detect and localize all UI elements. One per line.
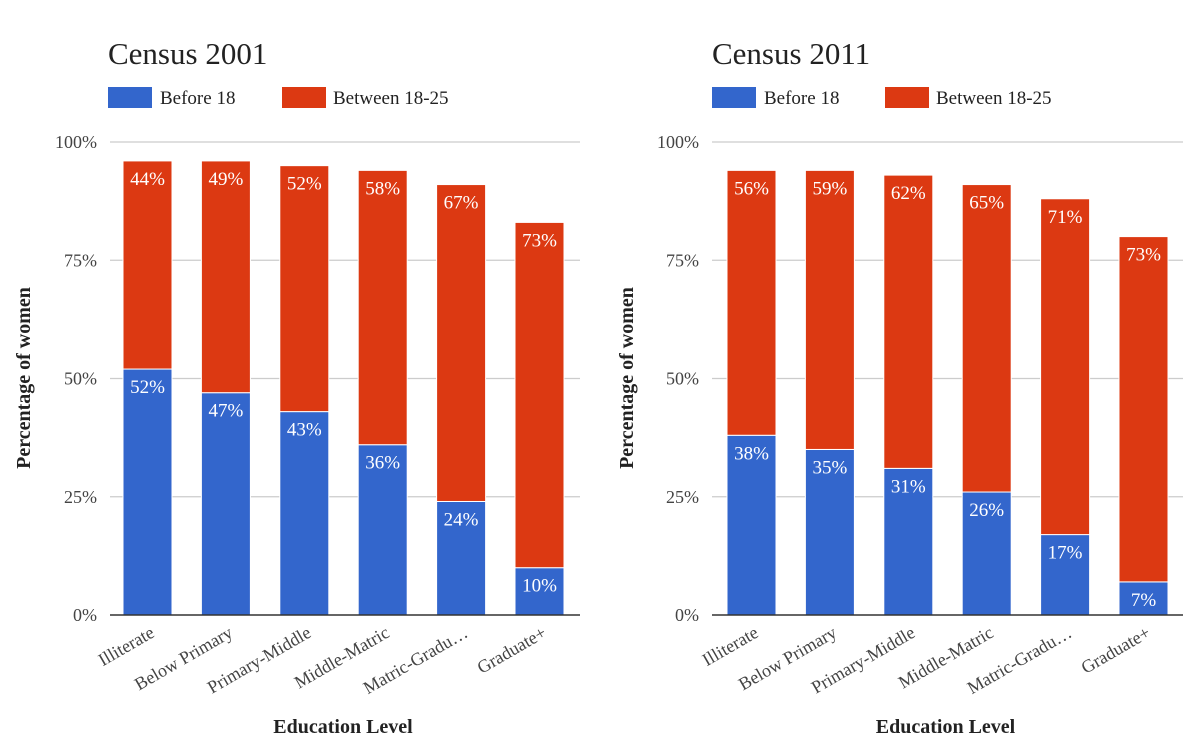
- bar-between-18-25: [122, 160, 173, 370]
- bar-before-18: [200, 392, 251, 616]
- data-label: 67%: [444, 193, 479, 214]
- data-label: 36%: [365, 453, 400, 474]
- y-tick-label: 50%: [64, 369, 97, 389]
- data-label: 35%: [812, 457, 847, 478]
- y-tick-label: 0%: [73, 605, 97, 625]
- legend-swatch-before-18: [712, 87, 756, 108]
- bar-between-18-25: [1118, 236, 1169, 583]
- data-label: 43%: [287, 420, 322, 441]
- data-label: 71%: [1048, 207, 1083, 228]
- y-tick-label: 100%: [657, 132, 699, 152]
- bar-between-18-25: [436, 184, 487, 502]
- data-label: 47%: [208, 401, 243, 422]
- bar-between-18-25: [804, 169, 855, 450]
- data-label: 10%: [522, 576, 557, 597]
- bar-before-18: [804, 448, 855, 616]
- bar-before-18: [279, 411, 330, 616]
- y-axis-label: Percentage of women: [616, 287, 638, 469]
- legend-swatch-between-18-25: [885, 87, 929, 108]
- bar-before-18: [883, 467, 934, 616]
- x-tick-label: Illiterate: [699, 622, 762, 670]
- data-label: 44%: [130, 169, 165, 190]
- bar-between-18-25: [357, 169, 408, 446]
- bar-between-18-25: [726, 169, 777, 436]
- data-label: 52%: [287, 174, 322, 195]
- x-axis-label: Education Level: [273, 716, 413, 738]
- data-label: 65%: [969, 193, 1004, 214]
- data-label: 31%: [891, 476, 926, 497]
- bar-before-18: [122, 368, 173, 616]
- data-label: 62%: [891, 183, 926, 204]
- legend-swatch-before-18: [108, 87, 152, 108]
- y-tick-label: 25%: [666, 487, 699, 507]
- y-tick-label: 75%: [64, 250, 97, 270]
- data-label: 73%: [1126, 245, 1161, 266]
- legend-swatch-between-18-25: [282, 87, 326, 108]
- y-axis-label: Percentage of women: [13, 287, 35, 469]
- legend-label-between-18-25: Between 18-25: [936, 88, 1052, 109]
- x-tick-label: Graduate+: [474, 622, 550, 677]
- bar-between-18-25: [961, 184, 1012, 493]
- y-tick-label: 0%: [675, 605, 699, 625]
- data-label: 38%: [734, 443, 769, 464]
- data-label: 7%: [1131, 590, 1157, 611]
- data-label: 59%: [812, 178, 847, 199]
- legend-label-between-18-25: Between 18-25: [333, 88, 449, 109]
- legend-label-before-18: Before 18: [160, 88, 235, 109]
- y-tick-label: 75%: [666, 250, 699, 270]
- data-label: 73%: [522, 230, 557, 251]
- data-label: 56%: [734, 178, 769, 199]
- bar-between-18-25: [883, 174, 934, 469]
- data-label: 58%: [365, 178, 400, 199]
- legend-label-before-18: Before 18: [764, 88, 839, 109]
- chart-title: Census 2011: [712, 36, 870, 71]
- bar-between-18-25: [1040, 198, 1091, 536]
- bar-before-18: [961, 491, 1012, 616]
- y-tick-label: 100%: [55, 132, 97, 152]
- data-label: 52%: [130, 377, 165, 398]
- chart-panel-2001: Census 2001 Before 18 Between 18-25 0% 25% 50…: [13, 36, 580, 738]
- bar-between-18-25: [200, 160, 251, 394]
- chart-panel-2011: Census 2011 Before 18 Between 18-25 0% 25% 50…: [616, 36, 1183, 738]
- data-label: 26%: [969, 500, 1004, 521]
- bar-before-18: [1118, 581, 1169, 616]
- data-label: 17%: [1048, 543, 1083, 564]
- y-tick-label: 25%: [64, 487, 97, 507]
- data-label: 49%: [208, 169, 243, 190]
- x-axis-label: Education Level: [876, 716, 1016, 738]
- chart-title: Census 2001: [108, 36, 267, 71]
- data-label: 24%: [444, 509, 479, 530]
- y-tick-label: 50%: [666, 369, 699, 389]
- x-tick-label: Graduate+: [1078, 622, 1154, 677]
- bar-between-18-25: [514, 221, 565, 569]
- x-tick-label: Illiterate: [95, 622, 158, 670]
- bar-between-18-25: [279, 165, 330, 413]
